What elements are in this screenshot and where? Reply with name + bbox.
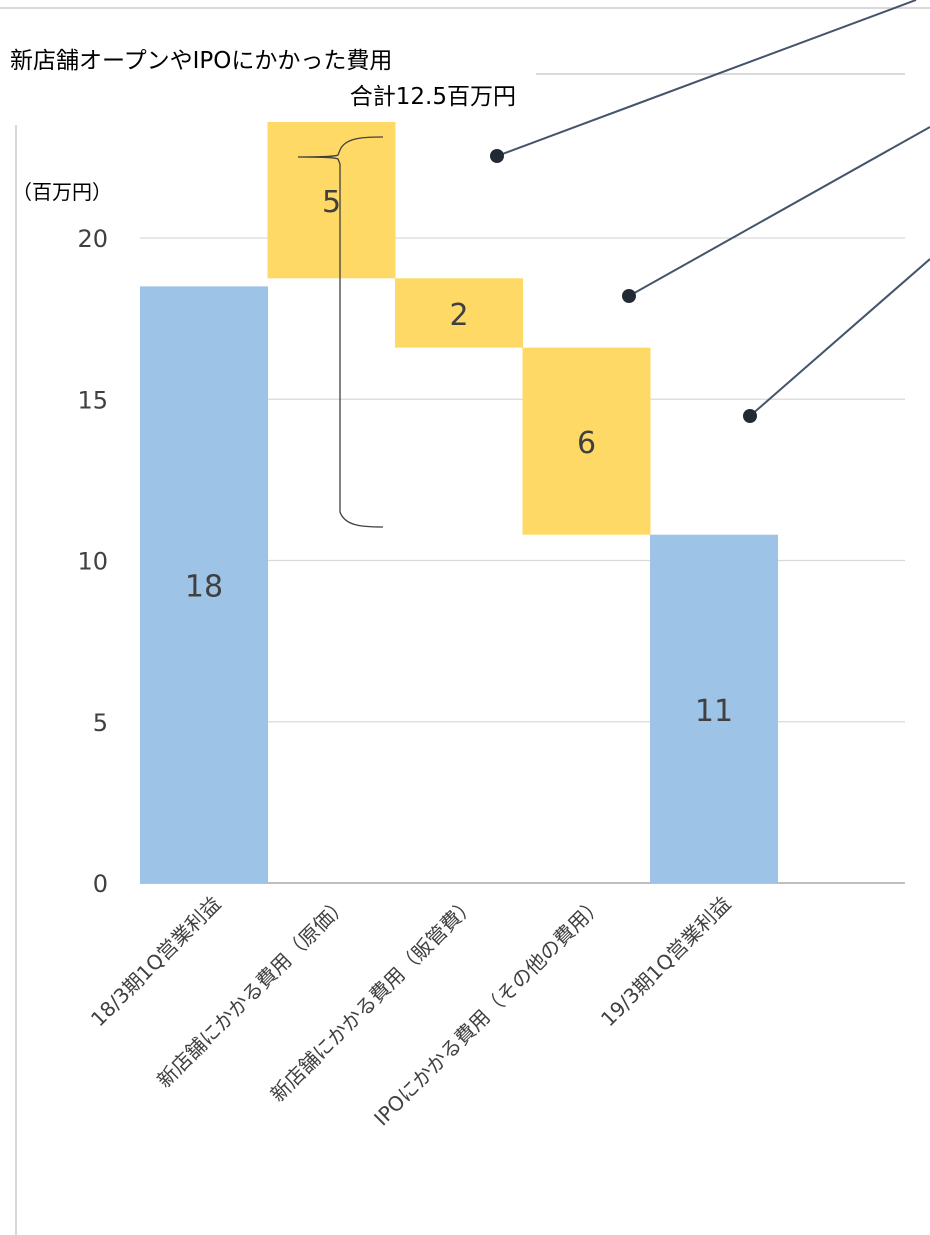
y-tick-label: 5: [93, 709, 108, 737]
bar-decrease: [395, 278, 523, 348]
bars: [140, 121, 778, 883]
y-axis-ticks: 0 5 10 15 20: [77, 225, 108, 898]
callout-marker-3: [743, 409, 757, 423]
bar-total: [140, 286, 268, 883]
annotation-title: 新店舗オープンやIPOにかかった費用: [10, 48, 392, 74]
x-tick-label: 19/3期1Q営業利益: [596, 892, 736, 1032]
callout-line-2: [628, 126, 930, 297]
annotation-subtitle: 合計12.5百万円: [350, 84, 516, 110]
bar-value-label: 18: [185, 570, 223, 605]
x-axis-ticks: 18/3期1Q営業利益新店舗にかかる費用（原価）新店舗にかかる費用（販管費）IP…: [86, 892, 736, 1131]
y-tick-label: 0: [93, 870, 108, 898]
value-labels: 18 5 2 6 11: [185, 185, 733, 729]
bar-value-label: 2: [449, 298, 468, 333]
bar-decrease: [267, 121, 396, 279]
y-tick-label: 15: [77, 386, 108, 414]
bar-value-label: 6: [577, 426, 596, 461]
y-tick-label: 20: [77, 225, 108, 253]
bar-total: [650, 534, 778, 883]
bracket-brace: [297, 136, 384, 528]
x-tick-label: 新店舗にかかる費用（販管費）: [266, 892, 481, 1107]
callout-markers: [490, 149, 757, 423]
bar-value-label: 5: [322, 185, 341, 220]
bar-value-label: 11: [695, 694, 733, 729]
callout-marker-2: [622, 289, 636, 303]
y-tick-label: 10: [77, 548, 108, 576]
bar-decrease: [522, 347, 651, 535]
callout-marker-1: [490, 149, 504, 163]
y-axis-unit-label: （百万円）: [12, 180, 112, 204]
callout-line-3: [749, 258, 930, 417]
callout-lines: [496, 0, 930, 417]
x-tick-label: 18/3期1Q営業利益: [86, 892, 226, 1032]
callout-line-1: [496, 0, 917, 157]
x-tick-label: IPOにかかる費用（その他の費用）: [369, 892, 608, 1131]
